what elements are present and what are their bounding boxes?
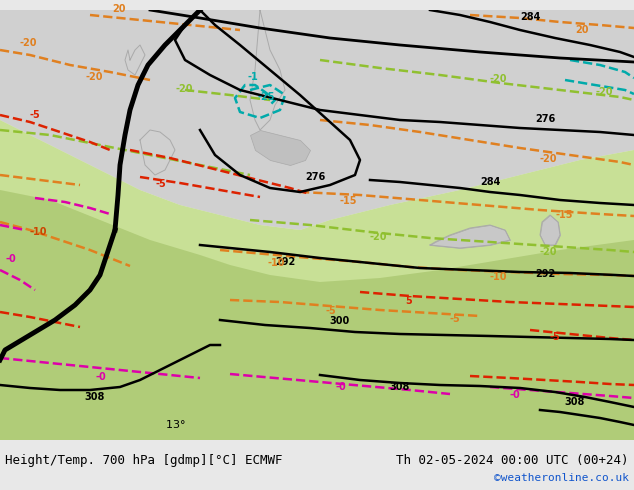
Text: 284: 284 (480, 177, 500, 187)
Text: -20: -20 (370, 232, 387, 242)
Text: 20: 20 (112, 4, 126, 14)
Text: -5: -5 (30, 110, 41, 120)
Text: -5: -5 (450, 314, 461, 324)
Text: 20: 20 (575, 25, 588, 35)
Text: -15: -15 (340, 196, 358, 206)
Text: -20: -20 (540, 247, 557, 257)
Text: 284: 284 (520, 12, 540, 22)
Text: ©weatheronline.co.uk: ©weatheronline.co.uk (494, 473, 629, 483)
Text: -15: -15 (555, 210, 573, 220)
Text: -20: -20 (175, 84, 193, 94)
Text: 308: 308 (390, 382, 410, 392)
Text: -10: -10 (30, 227, 48, 237)
Text: Height/Temp. 700 hPa [gdmp][°C] ECMWF: Height/Temp. 700 hPa [gdmp][°C] ECMWF (5, 454, 283, 466)
Text: -20: -20 (540, 154, 557, 164)
Text: -1: -1 (248, 72, 259, 82)
Text: 276: 276 (305, 172, 325, 182)
Text: 300: 300 (330, 316, 350, 326)
Text: -20: -20 (20, 38, 37, 48)
Text: -0: -0 (335, 382, 346, 392)
Text: 292: 292 (275, 257, 295, 267)
Text: -0: -0 (5, 254, 16, 264)
Text: Th 02-05-2024 00:00 UTC (00+24): Th 02-05-2024 00:00 UTC (00+24) (396, 454, 629, 466)
Text: -0: -0 (510, 390, 521, 400)
Text: -10: -10 (490, 272, 507, 282)
Text: 308: 308 (565, 397, 585, 407)
Text: -0: -0 (95, 372, 106, 382)
Text: -25: -25 (257, 92, 275, 102)
Text: -5: -5 (155, 179, 165, 189)
Text: 276: 276 (535, 114, 555, 124)
Text: 5: 5 (405, 296, 411, 306)
Text: 292: 292 (535, 269, 555, 279)
Text: -5: -5 (325, 306, 336, 316)
Text: -20: -20 (595, 87, 612, 97)
Text: -10: -10 (268, 258, 285, 268)
Text: 308: 308 (85, 392, 105, 402)
Text: -20: -20 (85, 72, 103, 82)
Text: -5: -5 (550, 332, 560, 342)
Text: 13$\degree$: 13$\degree$ (165, 418, 185, 430)
Text: -20: -20 (490, 74, 507, 84)
